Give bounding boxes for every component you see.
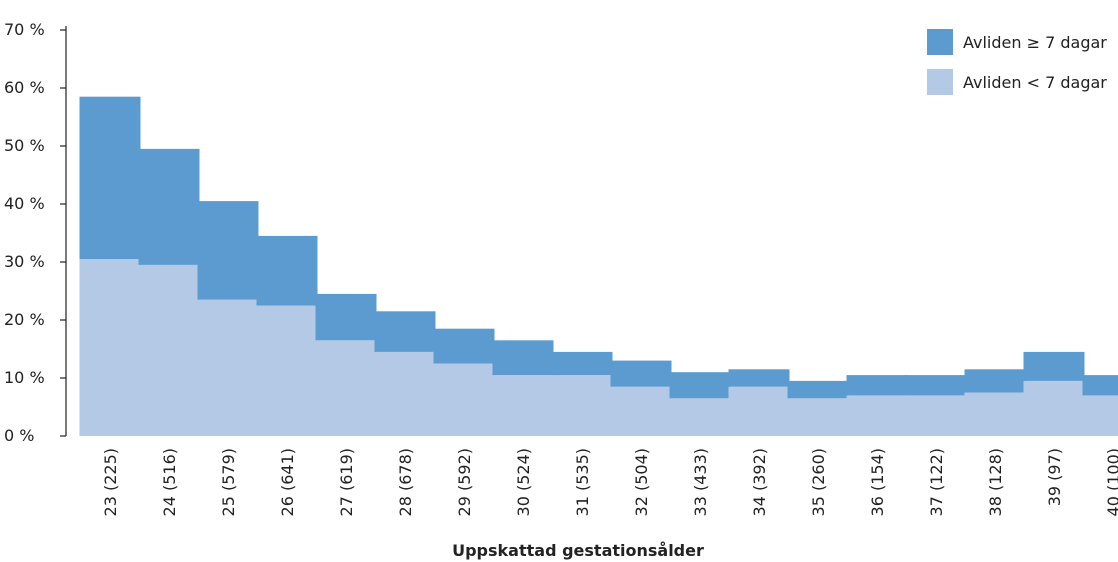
y-tick-label: 10 % xyxy=(4,368,45,387)
bar-segment-ge7 xyxy=(728,369,790,387)
bar-segment-ge7 xyxy=(315,293,377,341)
bar-segment-lt7 xyxy=(787,398,849,436)
bar-segment-ge7 xyxy=(964,369,1026,393)
x-tick-label: 36 (154) xyxy=(868,448,887,516)
y-axis: 0 % 10 % 20 % 30 % 40 % 50 % 60 % 70 % xyxy=(4,20,67,445)
bar-segment-ge7 xyxy=(492,340,554,376)
x-tick-label: 39 (97) xyxy=(1045,448,1064,506)
y-tick-label: 20 % xyxy=(4,310,45,329)
x-tick-label: 25 (579) xyxy=(219,448,238,516)
x-tick-label: 32 (504) xyxy=(632,448,651,516)
bar-segment-ge7 xyxy=(374,311,436,352)
x-tick-label: 27 (619) xyxy=(337,448,356,516)
bar-segment-lt7 xyxy=(197,299,259,436)
bar-segment-lt7 xyxy=(846,395,908,436)
bar-segment-ge7 xyxy=(79,96,141,260)
bar-segment-ge7 xyxy=(1023,351,1085,381)
bar-segment-lt7 xyxy=(256,305,318,436)
bar-segment-lt7 xyxy=(669,398,731,436)
x-tick-label: 38 (128) xyxy=(986,448,1005,516)
bar-segment-lt7 xyxy=(964,392,1026,436)
bar-segment-lt7 xyxy=(315,340,377,436)
x-tick-labels: 23 (225) 24 (516) 25 (579) 26 (641) 27 (619)… xyxy=(101,448,1118,516)
bar-segment-lt7 xyxy=(374,351,436,436)
legend-label: Avliden < 7 dagar xyxy=(963,73,1107,92)
bars xyxy=(79,96,1118,436)
x-axis-label: Uppskattad gestationsålder xyxy=(452,541,704,560)
bar-segment-ge7 xyxy=(905,375,967,396)
x-tick-label: 40 (100) xyxy=(1104,448,1118,516)
x-tick-label: 26 (641) xyxy=(278,448,297,516)
x-tick-label: 30 (524) xyxy=(514,448,533,516)
bar-segment-ge7 xyxy=(551,351,613,376)
bar-segment-lt7 xyxy=(138,264,200,436)
x-tick-label: 33 (433) xyxy=(691,448,710,516)
bar-segment-lt7 xyxy=(728,386,790,436)
x-tick-label: 28 (678) xyxy=(396,448,415,516)
bar-segment-lt7 xyxy=(1023,380,1085,436)
y-tick-label: 30 % xyxy=(4,252,45,271)
bar-segment-ge7 xyxy=(610,360,672,387)
bar-segment-ge7 xyxy=(197,201,259,300)
y-tick-label: 50 % xyxy=(4,136,45,155)
x-tick-label: 24 (516) xyxy=(160,448,179,516)
bar-segment-lt7 xyxy=(433,363,495,436)
bar-segment-lt7 xyxy=(1082,395,1118,436)
bar-segment-ge7 xyxy=(433,328,495,364)
bar-segment-lt7 xyxy=(492,375,554,436)
y-tick-label: 40 % xyxy=(4,194,45,213)
legend-label: Avliden ≥ 7 dagar xyxy=(963,33,1107,52)
bar-segment-ge7 xyxy=(138,148,200,265)
legend-swatch xyxy=(927,69,953,95)
y-tick-label: 60 % xyxy=(4,78,45,97)
bar-segment-lt7 xyxy=(79,259,141,436)
bar-segment-ge7 xyxy=(846,375,908,396)
y-tick-label: 0 % xyxy=(4,426,34,445)
x-tick-label: 35 (260) xyxy=(809,448,828,516)
legend-swatch xyxy=(927,29,953,55)
x-tick-label: 31 (535) xyxy=(573,448,592,516)
x-tick-label: 37 (122) xyxy=(927,448,946,516)
bar-segment-lt7 xyxy=(610,386,672,436)
bar-segment-ge7 xyxy=(669,372,731,399)
x-tick-label: 23 (225) xyxy=(101,448,120,516)
bar-segment-ge7 xyxy=(256,235,318,306)
x-tick-label: 34 (392) xyxy=(750,448,769,516)
y-tick-label: 70 % xyxy=(4,20,45,39)
x-tick-label: 29 (592) xyxy=(455,448,474,516)
legend: Avliden ≥ 7 dagar Avliden < 7 dagar xyxy=(927,29,1107,95)
bar-segment-ge7 xyxy=(1082,375,1118,396)
bar-segment-lt7 xyxy=(551,375,613,436)
bar-segment-lt7 xyxy=(905,395,967,436)
bar-segment-ge7 xyxy=(787,380,849,399)
